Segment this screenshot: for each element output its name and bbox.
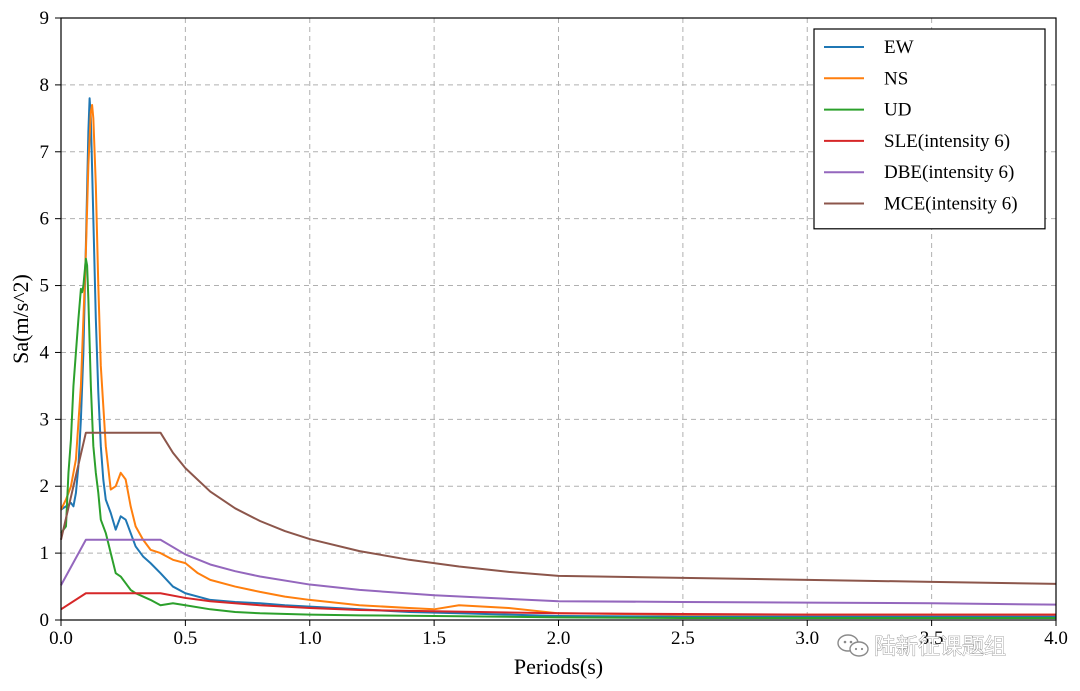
x-tick-label: 1.0 <box>298 628 322 649</box>
legend-entry: DBE(intensity 6) <box>884 162 1014 183</box>
watermark: 陆新征课题组 <box>837 634 1006 660</box>
x-tick-label: 0.5 <box>174 628 198 649</box>
legend-entry: MCE(intensity 6) <box>884 194 1018 215</box>
legend-entry: EW <box>884 37 914 58</box>
x-tick-label: 2.5 <box>671 628 695 649</box>
y-tick-label: 5 <box>40 276 50 297</box>
y-tick-label: 0 <box>40 610 50 631</box>
legend-entry: UD <box>884 100 911 121</box>
y-tick-label: 6 <box>40 209 50 230</box>
legend-box <box>813 28 1046 230</box>
series-line-mce-intensity-6 <box>60 431 1057 585</box>
legend-entry: SLE(intensity 6) <box>884 131 1010 152</box>
x-tick-label: 2.0 <box>547 628 571 649</box>
y-tick-label: 8 <box>40 75 50 96</box>
x-axis-label: Periods(s) <box>514 654 603 679</box>
series-layer <box>60 97 1057 619</box>
legend: EW NS UD SLE(intensity 6) DBE(intensity 6) MC… <box>813 28 1046 230</box>
series-line-ew <box>60 97 1056 618</box>
x-tick-label: 0.0 <box>49 628 73 649</box>
x-tick-label: 3.5 <box>920 628 944 649</box>
y-axis-label: Sa(m/s^2) <box>8 274 33 364</box>
y-tick-label: 1 <box>40 543 50 564</box>
y-tick-label: 3 <box>40 409 50 430</box>
x-tick-label: 3.0 <box>795 628 819 649</box>
y-tick-label: 9 <box>40 8 50 29</box>
series-line-ud <box>60 257 1056 619</box>
axis-ticks: 0.0 0.5 1.0 1.5 2.0 2.5 3.0 3.5 4.0 0 1 2 3 4 5 6 7 8 9 <box>40 8 1068 649</box>
x-tick-label: 1.5 <box>422 628 446 649</box>
y-tick-label: 2 <box>40 476 50 497</box>
legend-entry: NS <box>884 68 908 89</box>
series-line-dbe-intensity-6 <box>60 538 1057 606</box>
series-line-sle-intensity-6 <box>60 592 1056 616</box>
x-tick-label: 4.0 <box>1044 628 1068 649</box>
y-tick-label: 4 <box>40 342 50 363</box>
y-tick-label: 7 <box>40 142 50 163</box>
wechat-icon <box>837 634 869 657</box>
watermark-text: 陆新征课题组 <box>874 635 1006 660</box>
